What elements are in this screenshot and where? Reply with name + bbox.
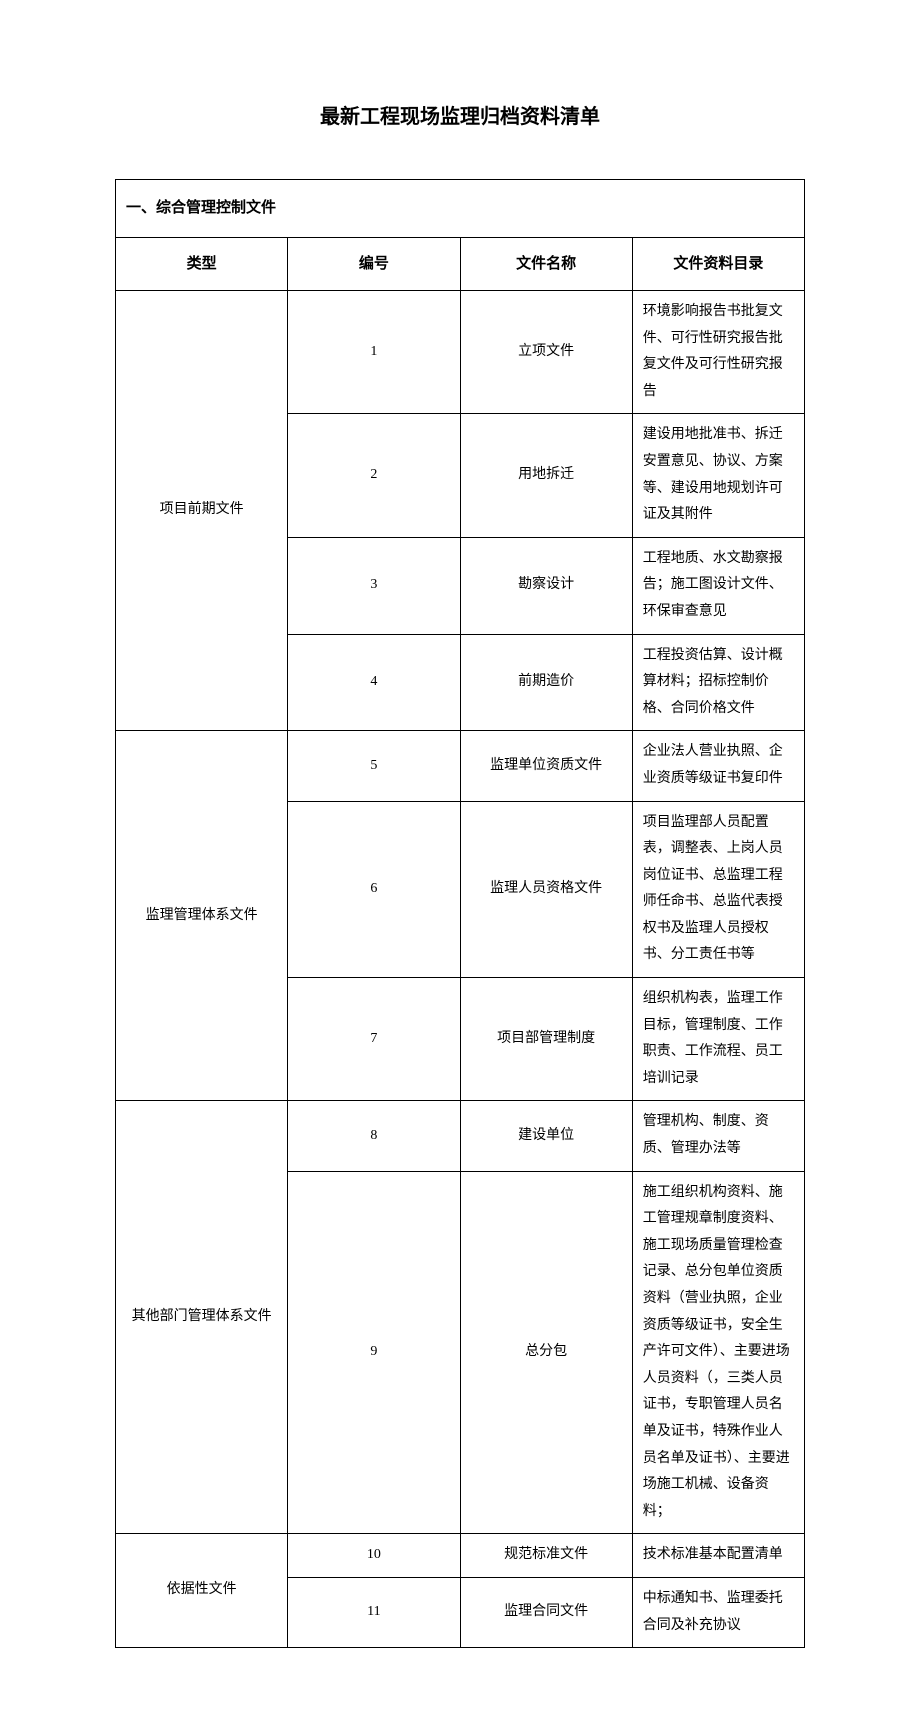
- num-cell: 3: [288, 537, 460, 634]
- num-cell: 2: [288, 414, 460, 537]
- name-cell: 立项文件: [460, 291, 632, 414]
- desc-cell: 技术标准基本配置清单: [632, 1534, 804, 1578]
- desc-cell: 施工组织机构资料、施工管理规章制度资料、施工现场质量管理检查记录、总分包单位资质…: [632, 1171, 804, 1534]
- table-row: 其他部门管理体系文件 8 建设单位 管理机构、制度、资质、管理办法等: [116, 1101, 805, 1171]
- num-cell: 5: [288, 731, 460, 801]
- section-header: 一、综合管理控制文件: [116, 180, 805, 238]
- header-desc: 文件资料目录: [632, 237, 804, 291]
- name-cell: 项目部管理制度: [460, 978, 632, 1101]
- desc-cell: 环境影响报告书批复文件、可行性研究报告批复文件及可行性研究报告: [632, 291, 804, 414]
- num-cell: 9: [288, 1171, 460, 1534]
- type-cell: 监理管理体系文件: [116, 731, 288, 1101]
- type-cell: 项目前期文件: [116, 291, 288, 731]
- desc-cell: 工程地质、水文勘察报告；施工图设计文件、环保审查意见: [632, 537, 804, 634]
- desc-cell: 工程投资估算、设计概算材料；招标控制价格、合同价格文件: [632, 634, 804, 731]
- header-num: 编号: [288, 237, 460, 291]
- desc-cell: 中标通知书、监理委托合同及补充协议: [632, 1577, 804, 1647]
- page-title: 最新工程现场监理归档资料清单: [115, 100, 805, 129]
- header-name: 文件名称: [460, 237, 632, 291]
- name-cell: 建设单位: [460, 1101, 632, 1171]
- name-cell: 勘察设计: [460, 537, 632, 634]
- num-cell: 6: [288, 801, 460, 978]
- name-cell: 用地拆迁: [460, 414, 632, 537]
- num-cell: 7: [288, 978, 460, 1101]
- table-row: 依据性文件 10 规范标准文件 技术标准基本配置清单: [116, 1534, 805, 1578]
- name-cell: 监理单位资质文件: [460, 731, 632, 801]
- name-cell: 监理人员资格文件: [460, 801, 632, 978]
- num-cell: 11: [288, 1577, 460, 1647]
- type-cell: 依据性文件: [116, 1534, 288, 1648]
- table-row: 监理管理体系文件 5 监理单位资质文件 企业法人营业执照、企业资质等级证书复印件: [116, 731, 805, 801]
- header-type: 类型: [116, 237, 288, 291]
- table-row: 项目前期文件 1 立项文件 环境影响报告书批复文件、可行性研究报告批复文件及可行…: [116, 291, 805, 414]
- num-cell: 8: [288, 1101, 460, 1171]
- desc-cell: 组织机构表，监理工作目标，管理制度、工作职责、工作流程、员工培训记录: [632, 978, 804, 1101]
- num-cell: 4: [288, 634, 460, 731]
- desc-cell: 项目监理部人员配置表，调整表、上岗人员岗位证书、总监理工程师任命书、总监代表授权…: [632, 801, 804, 978]
- name-cell: 总分包: [460, 1171, 632, 1534]
- desc-cell: 企业法人营业执照、企业资质等级证书复印件: [632, 731, 804, 801]
- name-cell: 监理合同文件: [460, 1577, 632, 1647]
- name-cell: 前期造价: [460, 634, 632, 731]
- desc-cell: 建设用地批准书、拆迁安置意见、协议、方案等、建设用地规划许可证及其附件: [632, 414, 804, 537]
- name-cell: 规范标准文件: [460, 1534, 632, 1578]
- document-table: 一、综合管理控制文件 类型 编号 文件名称 文件资料目录 项目前期文件 1 立项…: [115, 179, 805, 1648]
- type-cell: 其他部门管理体系文件: [116, 1101, 288, 1534]
- num-cell: 10: [288, 1534, 460, 1578]
- desc-cell: 管理机构、制度、资质、管理办法等: [632, 1101, 804, 1171]
- num-cell: 1: [288, 291, 460, 414]
